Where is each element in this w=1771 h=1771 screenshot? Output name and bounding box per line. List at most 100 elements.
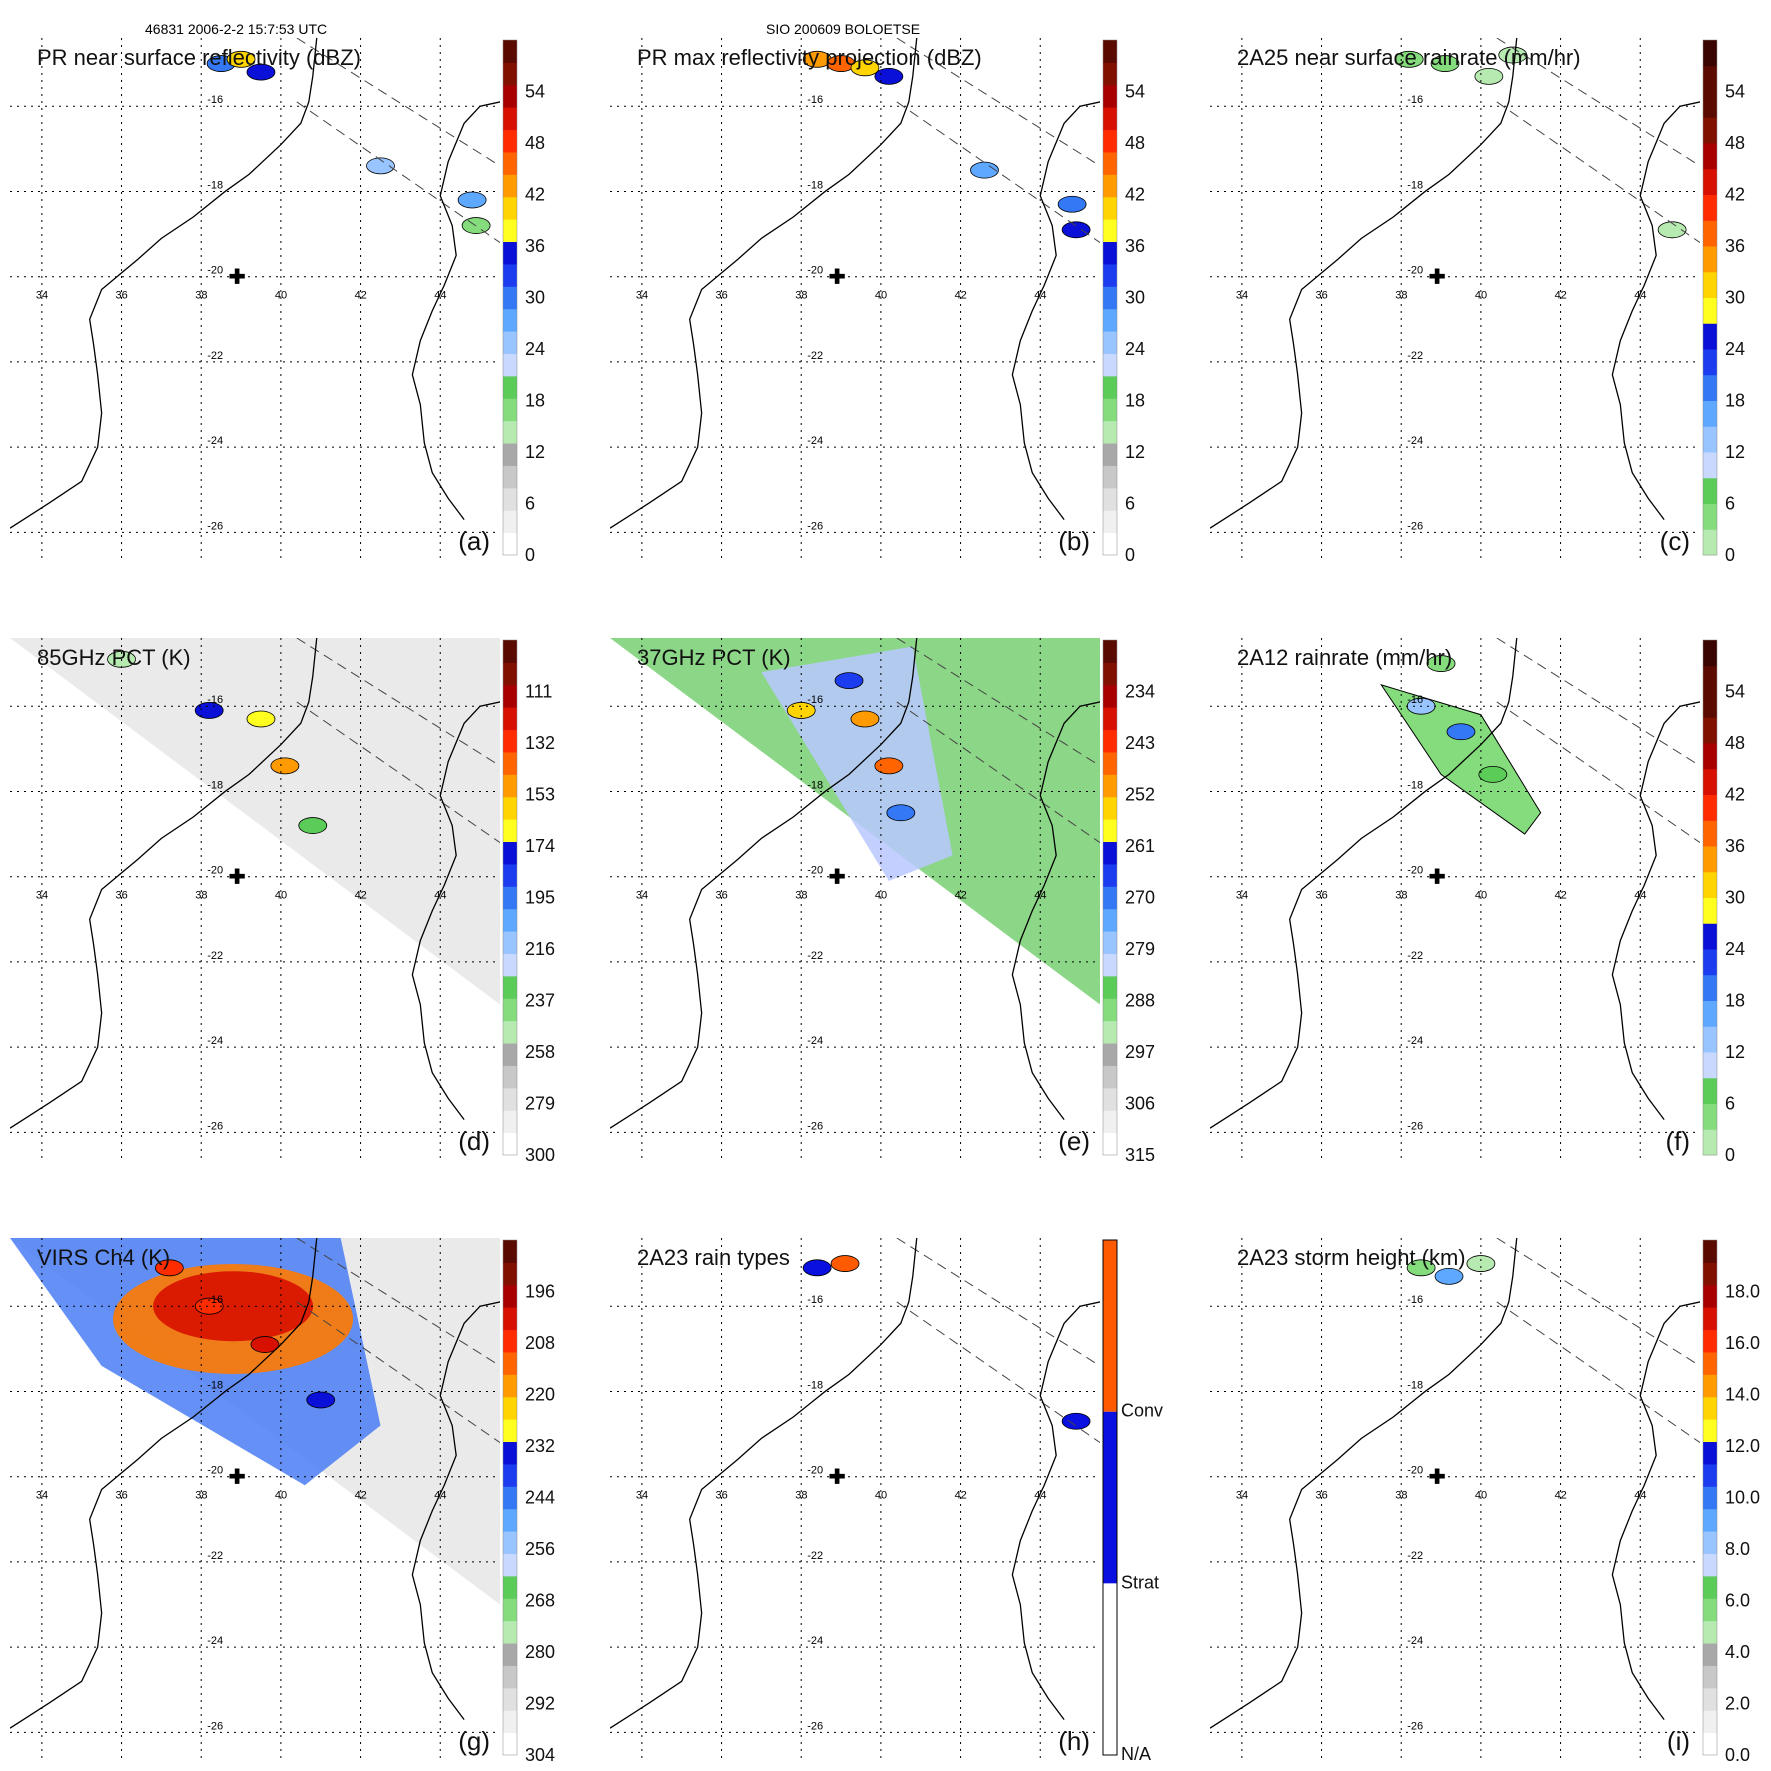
colorbar-segment	[503, 308, 517, 332]
colorbar-tick: 268	[525, 1591, 555, 1611]
feature-0	[1406, 1259, 1436, 1277]
lon-label: 44	[434, 890, 446, 902]
lon-label: 40	[275, 1490, 287, 1502]
colorbar-frame	[1102, 1239, 1118, 1756]
coastline-africa	[1210, 1238, 1518, 1729]
lat-label: -20	[1407, 265, 1423, 277]
lat-label: -24	[1407, 1035, 1423, 1047]
colorbar-category: Strat	[1121, 1572, 1159, 1592]
lat-label: -16	[1407, 694, 1423, 706]
lon-label: 42	[955, 890, 967, 902]
colorbar-segment	[503, 1132, 517, 1156]
colorbar-tick: 36	[1125, 236, 1145, 256]
swath-edge	[296, 1301, 500, 1444]
colorbar-segment	[1703, 1665, 1717, 1689]
colorbar-tick: 30	[1725, 888, 1745, 908]
colorbar-frame	[502, 39, 518, 556]
colorbar-tick: 24	[1125, 339, 1145, 359]
storm-center-marker: ✚	[829, 867, 846, 889]
coastline-madagascar	[1011, 701, 1100, 1121]
lat-label: -26	[807, 1120, 823, 1132]
colorbar-segment	[1703, 1000, 1717, 1027]
panel-h: -16 -18 -20 -22 -24 -26 34 36 38 40 42 44 ✚ 2A23 rain…	[610, 1238, 1163, 1764]
colorbar-segment	[503, 1508, 517, 1532]
colorbar-segment	[503, 751, 517, 775]
coastline-africa	[10, 1238, 318, 1729]
feature-0	[1394, 50, 1424, 68]
lon-label: 42	[1555, 290, 1567, 302]
colorbar-segment	[503, 1620, 517, 1644]
colorbar-segment	[1103, 1043, 1117, 1066]
colorbar-segment	[503, 375, 517, 399]
colorbar-tick: 315	[1125, 1145, 1155, 1165]
colorbar-tick: 42	[1125, 185, 1145, 205]
swath-edge	[896, 638, 1100, 767]
colorbar-segment	[503, 863, 517, 887]
colorbar-segment	[1103, 1583, 1117, 1755]
panel-title: PR max reflectivity projection (dBZ)	[637, 45, 982, 70]
colorbar-tick: 12	[1125, 442, 1145, 462]
colorbar-segment	[1703, 1419, 1717, 1443]
feature-6	[970, 161, 999, 179]
colorbar-tick: 30	[1725, 288, 1745, 308]
colorbar-segment	[1703, 1329, 1717, 1353]
colorbar-segment	[503, 1575, 517, 1599]
swath-edge	[896, 101, 1100, 244]
lat-label: -18	[807, 1379, 823, 1391]
feature-3	[1426, 655, 1456, 672]
colorbar-segment	[503, 353, 517, 377]
lat-label: -20	[1407, 865, 1423, 877]
lat-label: -18	[1407, 179, 1423, 191]
colorbar-segment	[503, 1262, 517, 1286]
lon-label: 38	[1395, 290, 1407, 302]
colorbar-segment	[503, 398, 517, 422]
lon-label: 44	[1634, 1490, 1646, 1502]
colorbar-segment	[1103, 886, 1117, 910]
lon-label: 34	[1236, 890, 1248, 902]
colorbar-segment	[503, 1531, 517, 1554]
lon-label: 40	[1475, 890, 1487, 902]
colorbar-segment	[1103, 40, 1117, 63]
lon-label: 38	[195, 290, 207, 302]
lon-label: 36	[716, 290, 728, 302]
lon-label: 38	[195, 890, 207, 902]
feature-3	[270, 757, 300, 775]
colorbar-segment	[1103, 953, 1117, 977]
colorbar-segment	[1103, 443, 1117, 466]
colorbar-tick: 280	[525, 1642, 555, 1662]
colorbar-segment	[1703, 1077, 1717, 1104]
lon-label: 40	[1475, 1490, 1487, 1502]
colorbar-tick: 208	[525, 1333, 555, 1353]
colorbar-segment	[1103, 174, 1117, 198]
lat-label: -24	[1407, 1635, 1423, 1647]
colorbar-segment	[1703, 117, 1717, 144]
lat-label: -26	[207, 1720, 223, 1732]
colorbar-segment	[1703, 665, 1717, 692]
panel-label: (e)	[1058, 1126, 1090, 1156]
colorbar-tick: 4.0	[1725, 1642, 1750, 1662]
lat-label: -18	[207, 1379, 223, 1391]
colorbar-segment	[1703, 349, 1717, 376]
colorbar-segment	[1703, 1575, 1717, 1599]
colorbar-segment	[1703, 794, 1717, 821]
swath-edge	[1496, 1301, 1700, 1444]
panel-a: -16 -18 -20 -22 -24 -26 34 36 38 40 42 44 ✚ PR near s…	[10, 38, 545, 565]
colorbar-segment	[503, 1486, 517, 1510]
colorbar-segment	[1103, 196, 1117, 220]
panel-title: PR near surface reflectivity (dBZ)	[37, 45, 361, 70]
feature-5	[1061, 221, 1091, 239]
panel-title: 2A25 near surface rainrate (mm/hr)	[1237, 45, 1581, 70]
feature-0	[802, 1259, 832, 1277]
lat-label: -20	[807, 1465, 823, 1477]
colorbar-tick: 6	[1125, 494, 1135, 514]
lon-label: 38	[795, 290, 807, 302]
lon-label: 36	[716, 1490, 728, 1502]
lon-label: 42	[1555, 1490, 1567, 1502]
feature-2	[874, 757, 904, 775]
coastline-madagascar	[411, 101, 500, 521]
lat-label: -24	[807, 435, 823, 447]
colorbar-segment	[1703, 1307, 1717, 1331]
colorbar-segment	[503, 1065, 517, 1089]
colorbar-tick: 16.0	[1725, 1333, 1760, 1353]
colorbar-segment	[503, 1020, 517, 1044]
